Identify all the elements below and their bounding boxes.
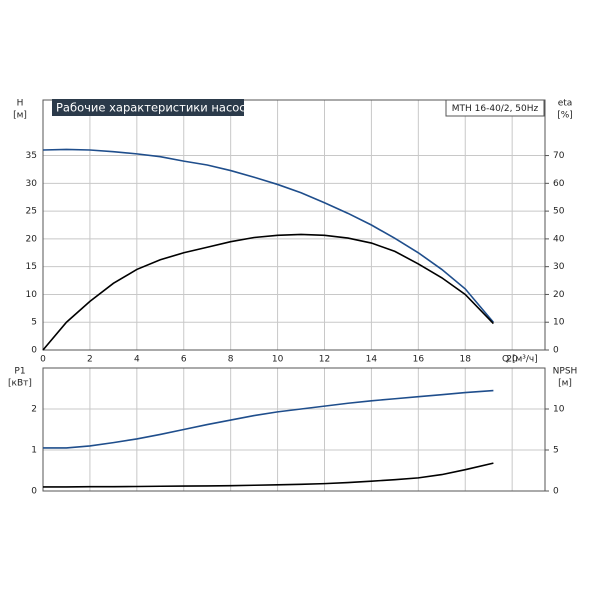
x-axis-label: Q [м³/ч] — [502, 355, 538, 365]
y-tick-label: 20 — [26, 234, 38, 244]
curve — [43, 389, 494, 449]
y2-axis-label: [%] — [557, 111, 573, 121]
y-tick-label: 1 — [31, 446, 37, 456]
y2-tick-label: 60 — [553, 179, 565, 189]
x-tick-label: 2 — [87, 355, 93, 365]
y2-tick-label: 0 — [553, 346, 559, 356]
y2-tick-label: 40 — [553, 234, 565, 244]
curve — [43, 462, 494, 488]
plot-frame — [42, 367, 546, 492]
y-tick-label: 5 — [31, 318, 37, 328]
x-tick-label: 12 — [319, 355, 330, 365]
y-tick-label: 0 — [31, 346, 37, 356]
y-tick-label: 0 — [31, 487, 37, 497]
chart-title: Рабочие характеристики насоса — [56, 101, 253, 115]
y-tick-label: 15 — [26, 262, 37, 272]
chart-subtitle: MTH 16-40/2, 50Hz — [452, 104, 539, 114]
x-tick-label: 4 — [134, 355, 140, 365]
y-tick-label: 30 — [26, 179, 38, 189]
y2-tick-label: 30 — [553, 262, 565, 272]
y2-tick-label: 50 — [553, 207, 565, 217]
plot-frame — [42, 99, 546, 351]
y2-tick-label: 70 — [553, 151, 565, 161]
y-tick-label: 25 — [26, 207, 37, 217]
model-box — [445, 99, 545, 117]
y-axis-label: [кВт] — [8, 379, 32, 389]
y-axis-label: [м] — [13, 111, 27, 121]
y2-tick-label: 20 — [553, 290, 565, 300]
y2-tick-label: 0 — [553, 487, 559, 497]
y-tick-label: 10 — [26, 290, 38, 300]
x-tick-label: 10 — [272, 355, 284, 365]
y2-tick-label: 5 — [553, 446, 559, 456]
x-tick-label: 20 — [506, 355, 518, 365]
y2-axis-label: eta — [558, 99, 573, 109]
x-tick-label: 14 — [366, 355, 378, 365]
plot-area — [42, 367, 546, 492]
x-tick-label: 0 — [40, 355, 46, 365]
y-tick-label: 35 — [26, 151, 37, 161]
x-tick-label: 18 — [460, 355, 472, 365]
plot-area — [42, 99, 546, 351]
curve — [42, 148, 495, 323]
y-tick-label: 2 — [31, 405, 37, 415]
y2-tick-label: 10 — [553, 318, 565, 328]
curve — [42, 233, 494, 351]
y-axis-label: P1 — [14, 367, 25, 377]
x-tick-label: 6 — [181, 355, 187, 365]
y-axis-label: H — [17, 99, 24, 109]
title-box — [52, 99, 244, 116]
y2-tick-label: 10 — [553, 405, 565, 415]
x-tick-label: 8 — [228, 355, 234, 365]
x-tick-label: 16 — [413, 355, 425, 365]
y2-axis-label: [м] — [558, 379, 572, 389]
y2-axis-label: NPSH — [553, 367, 578, 377]
